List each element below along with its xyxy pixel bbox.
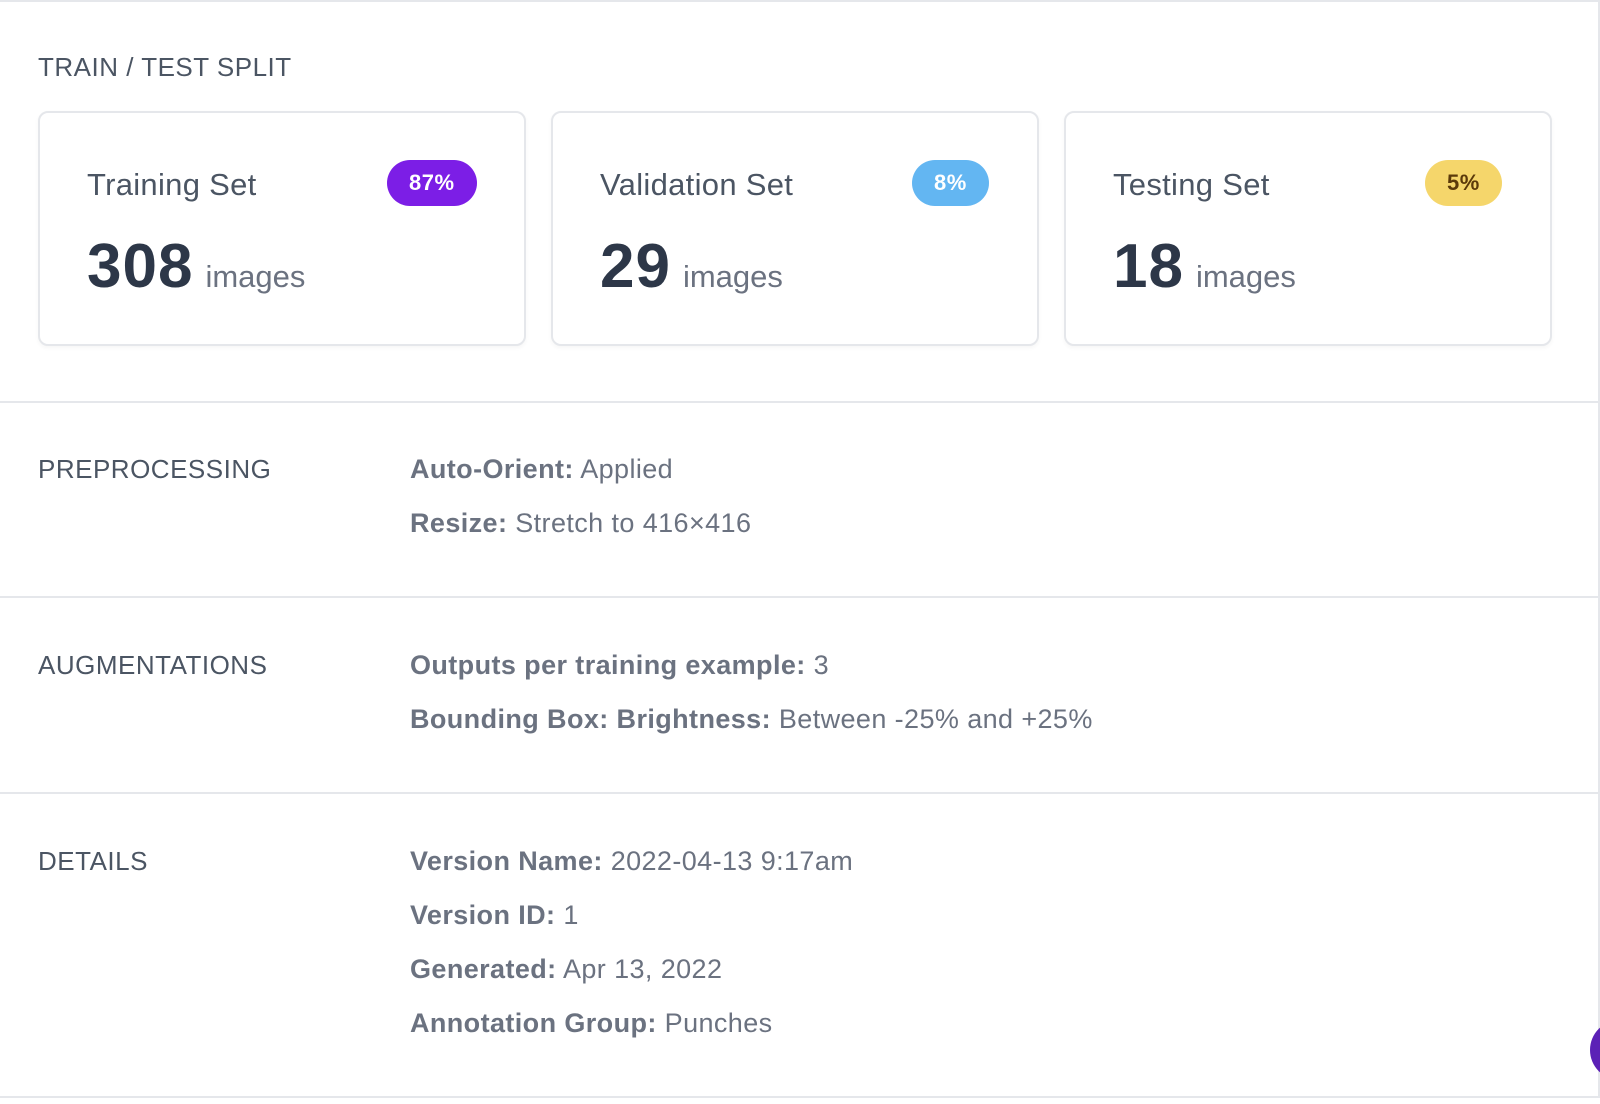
details-heading: DETAILS bbox=[38, 846, 148, 876]
details-row-version-id: Version ID: 1 bbox=[410, 900, 579, 931]
preprocessing-row-auto-orient: Auto-Orient: Applied bbox=[410, 454, 673, 485]
augmentations-heading: AUGMENTATIONS bbox=[38, 650, 268, 680]
validation-percent-badge: 8% bbox=[912, 160, 989, 206]
validation-count-row: 29 images bbox=[600, 231, 783, 302]
training-count-row: 308 images bbox=[87, 231, 305, 302]
preprocessing-heading: PREPROCESSING bbox=[38, 454, 272, 484]
testing-count-unit: images bbox=[1195, 259, 1296, 294]
split-heading: TRAIN / TEST SPLIT bbox=[38, 52, 292, 82]
details-row-version-name: Version Name: 2022-04-13 9:17am bbox=[410, 846, 853, 877]
validation-set-card: Validation Set 8% 29 images bbox=[551, 111, 1039, 346]
augmentations-row-outputs: Outputs per training example: 3 bbox=[410, 650, 829, 681]
preprocessing-key: Auto-Orient: bbox=[410, 454, 574, 484]
section-divider bbox=[0, 401, 1598, 403]
details-row-generated: Generated: Apr 13, 2022 bbox=[410, 954, 722, 985]
details-key: Version ID: bbox=[410, 900, 556, 930]
testing-percent-badge: 5% bbox=[1425, 160, 1502, 206]
preprocessing-value: Applied bbox=[580, 454, 674, 484]
augmentations-row-brightness: Bounding Box: Brightness: Between -25% a… bbox=[410, 704, 1093, 735]
section-divider bbox=[0, 596, 1598, 598]
augmentations-key: Outputs per training example: bbox=[410, 650, 806, 680]
training-percent-badge: 87% bbox=[387, 160, 477, 206]
details-value: Punches bbox=[664, 1008, 773, 1038]
augmentations-value: Between -25% and +25% bbox=[778, 704, 1093, 734]
preprocessing-value: Stretch to 416×416 bbox=[515, 508, 752, 538]
details-value: 1 bbox=[563, 900, 579, 930]
validation-count: 29 bbox=[600, 232, 671, 301]
validation-count-unit: images bbox=[682, 259, 783, 294]
details-value: 2022-04-13 9:17am bbox=[610, 846, 854, 876]
training-set-title: Training Set bbox=[87, 167, 257, 202]
details-key: Annotation Group: bbox=[410, 1008, 657, 1038]
chat-launcher-button[interactable] bbox=[1590, 1020, 1600, 1080]
details-key: Generated: bbox=[410, 954, 557, 984]
augmentations-value: 3 bbox=[813, 650, 829, 680]
details-row-annotation-group: Annotation Group: Punches bbox=[410, 1008, 773, 1039]
training-count-unit: images bbox=[205, 259, 306, 294]
details-key: Version Name: bbox=[410, 846, 603, 876]
preprocessing-key: Resize: bbox=[410, 508, 508, 538]
validation-set-title: Validation Set bbox=[600, 167, 794, 202]
preprocessing-row-resize: Resize: Stretch to 416×416 bbox=[410, 508, 751, 539]
training-set-card: Training Set 87% 308 images bbox=[38, 111, 526, 346]
details-value: Apr 13, 2022 bbox=[562, 954, 723, 984]
testing-count: 18 bbox=[1113, 232, 1184, 301]
training-count: 308 bbox=[87, 232, 194, 301]
augmentations-key: Bounding Box: Brightness: bbox=[410, 704, 771, 734]
testing-set-card: Testing Set 5% 18 images bbox=[1064, 111, 1552, 346]
section-divider bbox=[0, 792, 1598, 794]
testing-count-row: 18 images bbox=[1113, 231, 1296, 302]
testing-set-title: Testing Set bbox=[1113, 167, 1270, 202]
